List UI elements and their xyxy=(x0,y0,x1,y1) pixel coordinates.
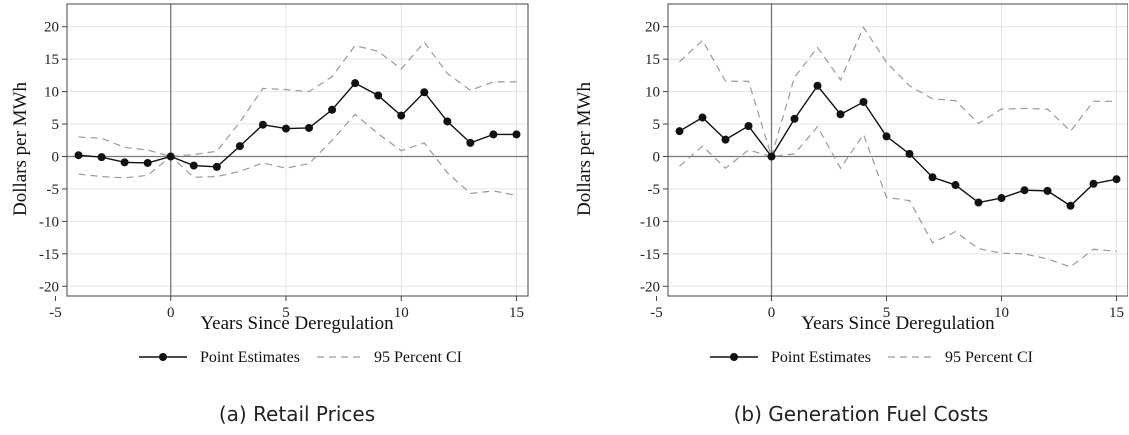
plot-area: -5 0 5 10 15 20 15 10 5 0 -5 -10 -15 -20 xyxy=(39,3,529,321)
point-estimate-marker xyxy=(1089,179,1098,188)
point-estimate-marker xyxy=(397,111,406,120)
point-estimate-marker xyxy=(767,152,776,161)
y-tick-label: -20 xyxy=(640,279,660,295)
legend-point-marker xyxy=(159,353,167,361)
plot-frame xyxy=(66,3,529,297)
x-tick-label: 10 xyxy=(394,305,409,321)
point-estimate-marker xyxy=(1066,201,1075,210)
x-tick-label: 0 xyxy=(768,305,776,321)
point-estimate-marker xyxy=(351,79,360,88)
y-tick-label: -15 xyxy=(640,247,660,263)
point-estimate-marker xyxy=(489,130,498,139)
y-tick-label: -10 xyxy=(640,214,660,230)
y-axis-title: Dollars per MWh xyxy=(10,81,31,216)
legend-ci-label: 95 Percent CI xyxy=(374,349,462,366)
point-estimate-marker xyxy=(721,135,730,144)
series-point-estimates xyxy=(78,82,517,168)
point-estimate-marker xyxy=(374,91,383,100)
point-estimate-marker xyxy=(744,121,753,130)
point-estimate-marker xyxy=(466,138,475,147)
point-estimate-marker xyxy=(790,114,799,123)
point-estimate-marker xyxy=(443,117,452,126)
y-tick-label: -10 xyxy=(39,214,59,230)
y-tick-label: -20 xyxy=(39,279,59,295)
legend-point-marker xyxy=(730,353,738,361)
y-axis-title: Dollars per MWh xyxy=(574,81,595,216)
point-estimate-marker xyxy=(928,173,937,182)
point-estimate-marker xyxy=(235,142,244,151)
point-estimate-marker xyxy=(951,181,960,190)
point-estimate-marker xyxy=(420,88,429,97)
caption-fuel-costs: (b) Generation Fuel Costs xyxy=(734,402,989,426)
point-estimate-marker xyxy=(328,105,337,114)
y-tick-label: 15 xyxy=(645,52,660,68)
point-estimate-marker xyxy=(97,153,106,162)
caption-retail-prices: (a) Retail Prices xyxy=(219,402,375,426)
y-tick-label: 20 xyxy=(645,20,660,36)
series-point-estimates xyxy=(679,84,1117,207)
plot-area: -5 0 5 10 15 20 15 10 5 0 -5 -10 -15 -20 xyxy=(640,3,1128,321)
point-estimate-marker xyxy=(905,149,914,158)
y-tick-label: 10 xyxy=(645,85,660,101)
x-axis-title: Years Since Deregulation xyxy=(200,313,394,334)
point-estimate-marker xyxy=(1112,175,1121,184)
chart-fuel-costs: Dollars per MWh Years Since Deregulation… xyxy=(574,3,1128,426)
point-estimate-marker xyxy=(258,120,267,129)
point-estimate-marker xyxy=(1020,186,1029,195)
legend-ci-label: 95 Percent CI xyxy=(945,349,1033,366)
series-ci-lower xyxy=(78,113,517,197)
y-tick-label: -15 xyxy=(39,247,59,263)
series-ci-lower xyxy=(679,125,1117,268)
panel-fuel-costs: Dollars per MWh Years Since Deregulation… xyxy=(564,0,1128,435)
panel-retail-prices: Dollars per MWh Years Since Deregulation… xyxy=(0,0,564,435)
x-tick-label: 15 xyxy=(509,305,524,321)
x-axis-title: Years Since Deregulation xyxy=(801,313,995,334)
point-estimate-marker xyxy=(74,151,83,160)
point-estimate-marker xyxy=(974,198,983,207)
point-estimate-marker xyxy=(512,130,521,139)
point-estimate-marker xyxy=(675,127,684,136)
point-estimate-marker xyxy=(859,97,868,106)
x-tick-label: 0 xyxy=(167,305,175,321)
y-tick-label: 5 xyxy=(52,117,60,133)
y-tick-label: 0 xyxy=(52,149,60,165)
y-tick-label: -5 xyxy=(648,182,661,198)
x-tick-label: 5 xyxy=(883,305,891,321)
y-tick-label: -5 xyxy=(47,182,60,198)
series-ci-upper xyxy=(679,26,1117,159)
y-tick-label: 5 xyxy=(653,117,661,133)
y-tick-label: 10 xyxy=(44,85,59,101)
y-tick-label: 15 xyxy=(44,52,59,68)
point-estimate-marker xyxy=(281,124,290,133)
y-tick-label: 20 xyxy=(44,20,59,36)
point-estimate-marker xyxy=(305,123,314,132)
x-tick-label: -5 xyxy=(49,305,62,321)
point-estimate-marker xyxy=(698,113,707,122)
point-estimate-marker xyxy=(836,110,845,119)
legend-point-label: Point Estimates xyxy=(200,349,300,366)
point-estimate-marker xyxy=(1043,186,1052,195)
chart-retail-prices: Dollars per MWh Years Since Deregulation… xyxy=(10,3,529,426)
point-estimate-marker xyxy=(189,161,198,170)
point-estimate-marker xyxy=(997,194,1006,203)
point-estimate-marker xyxy=(813,81,822,90)
point-estimate-marker xyxy=(120,158,129,167)
legend-point-label: Point Estimates xyxy=(771,349,871,366)
y-tick-label: 0 xyxy=(653,149,661,165)
x-tick-label: 10 xyxy=(994,305,1009,321)
x-tick-label: -5 xyxy=(650,305,663,321)
point-estimate-marker xyxy=(143,158,152,167)
plot-frame xyxy=(667,3,1128,297)
x-tick-label: 15 xyxy=(1109,305,1124,321)
series-ci-upper xyxy=(78,41,517,158)
x-tick-label: 5 xyxy=(282,305,290,321)
point-estimate-marker xyxy=(166,152,175,161)
point-estimate-marker xyxy=(882,132,891,141)
point-estimate-marker xyxy=(212,162,221,171)
